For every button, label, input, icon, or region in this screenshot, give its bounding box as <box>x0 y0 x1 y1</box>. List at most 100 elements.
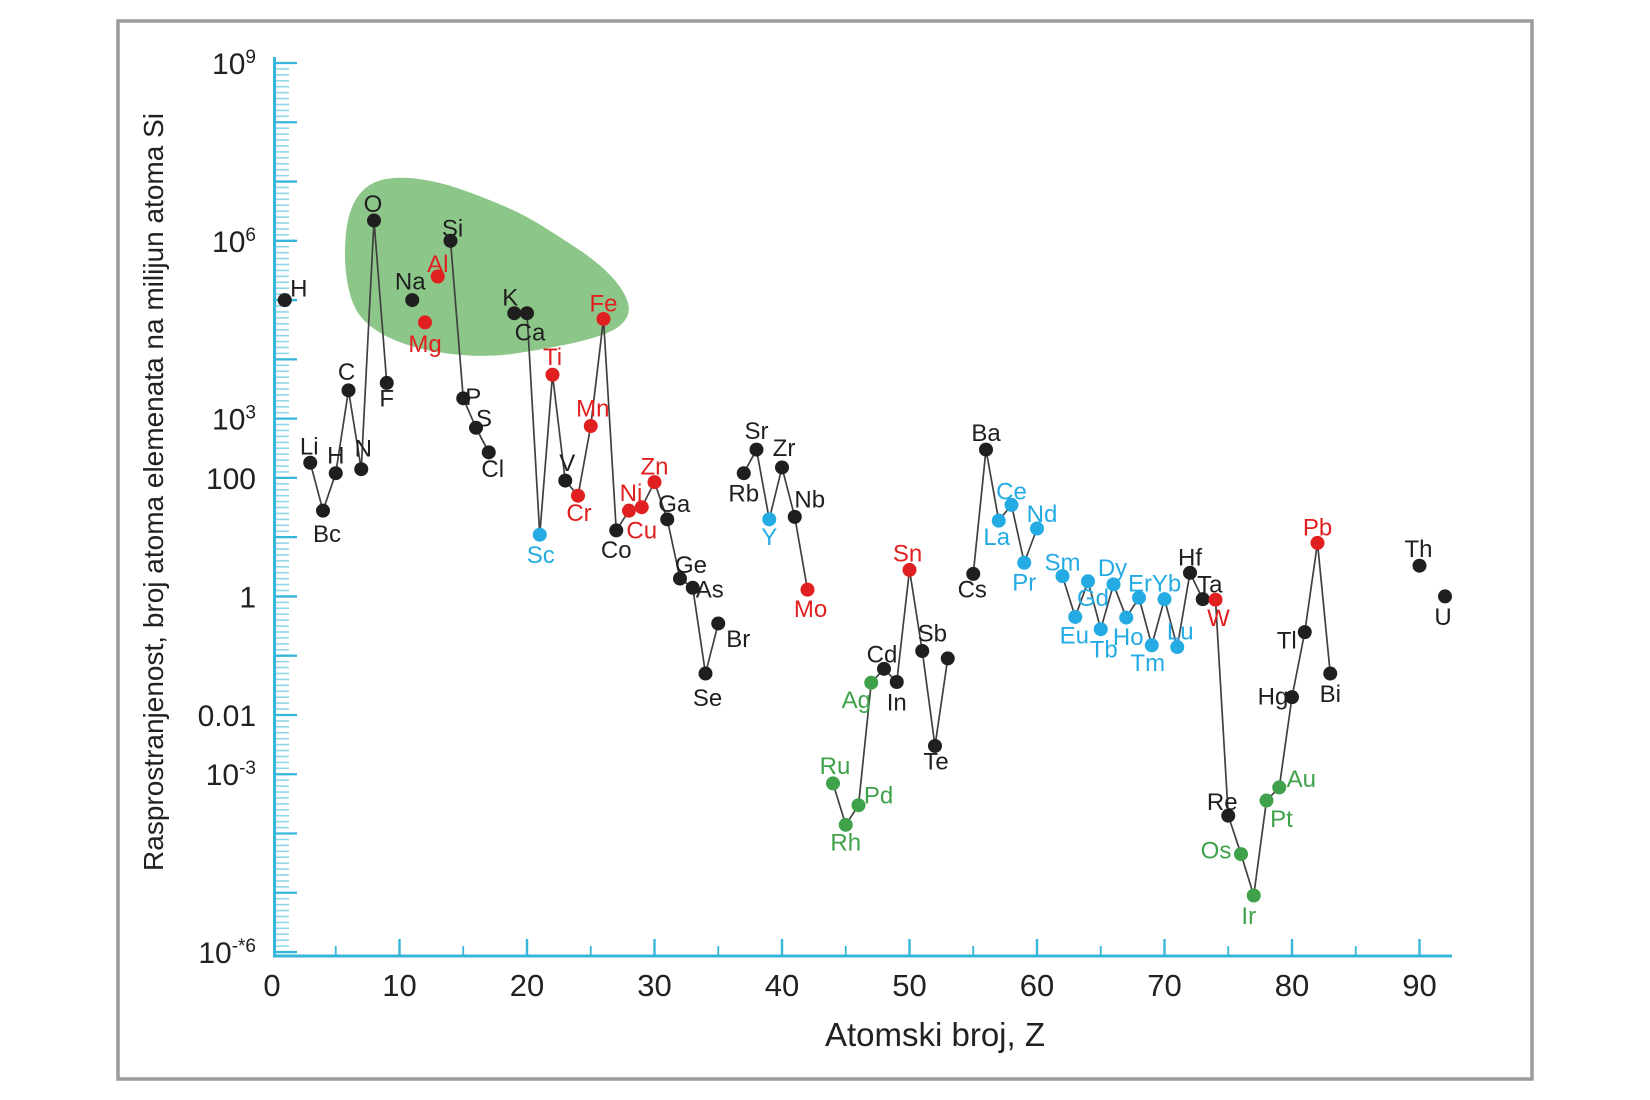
element-dot-Au <box>1272 780 1287 795</box>
element-dot-Se <box>698 666 713 681</box>
element-label-Li: Li <box>300 433 319 460</box>
x-axis-title: Atomski broj, Z <box>825 1016 1045 1053</box>
x-tick-label: 70 <box>1147 968 1181 1003</box>
element-label-Cd: Cd <box>867 641 898 668</box>
element-label-Mn: Mn <box>576 396 609 423</box>
element-dot-Ga <box>660 512 675 527</box>
element-dot-Na <box>405 293 420 308</box>
element-dot-Hf <box>1183 565 1197 580</box>
element-label-Os: Os <box>1201 838 1232 865</box>
element-label-Th: Th <box>1404 536 1432 563</box>
element-label-Rh: Rh <box>830 829 861 856</box>
element-dot-Ir <box>1246 888 1261 903</box>
element-dot-Ru <box>826 776 840 791</box>
element-dot-Ta <box>1195 592 1210 607</box>
element-dot-Pb <box>1310 535 1325 550</box>
element-label-Cl: Cl <box>481 456 504 483</box>
element-dot-Li <box>303 455 318 470</box>
element-label-Tb: Tb <box>1090 637 1118 664</box>
element-label-Hf: Hf <box>1178 544 1202 571</box>
element-dot-Ag <box>864 675 879 690</box>
element-dot-Pd <box>851 798 866 813</box>
element-label-Tm: Tm <box>1130 650 1165 677</box>
element-label-Ce: Ce <box>996 478 1027 505</box>
x-tick-label: 30 <box>637 968 671 1003</box>
element-label-U: U <box>1434 604 1451 631</box>
element-dot-Yb <box>1157 592 1172 607</box>
element-label-Mg: Mg <box>408 331 441 358</box>
element-dot-Hg <box>1285 690 1299 705</box>
element-label-Cs: Cs <box>958 576 987 603</box>
element-label-Nb: Nb <box>794 486 825 513</box>
y-tick-label: 1 <box>239 581 256 614</box>
element-label-Eu: Eu <box>1060 622 1089 649</box>
element-label-As: As <box>696 576 724 603</box>
element-dot-Ca <box>520 306 534 321</box>
element-label-N: N <box>355 436 372 463</box>
element-label-Br: Br <box>726 626 750 653</box>
element-dot-W <box>1208 592 1223 607</box>
element-dot-Tb <box>1093 622 1108 637</box>
element-label-Zn: Zn <box>640 454 668 481</box>
element-dot-H <box>277 293 292 308</box>
element-label-Ag: Ag <box>842 687 871 714</box>
element-dot-Os <box>1234 847 1248 862</box>
element-label-Pt: Pt <box>1270 806 1293 833</box>
element-dot-Th <box>1412 558 1427 573</box>
element-label-V: V <box>559 450 575 477</box>
axis-lines-group <box>273 57 1452 958</box>
element-dot-z53 <box>940 651 955 666</box>
element-dot-Gd <box>1081 574 1095 589</box>
element-dot-Rh <box>838 817 853 832</box>
y-tick-label: 0.01 <box>198 700 256 733</box>
element-label-Nd: Nd <box>1027 501 1058 528</box>
element-dot-P <box>456 391 471 406</box>
element-dot-Sc <box>532 527 547 542</box>
element-label-Ir: Ir <box>1241 903 1256 930</box>
element-dot-Al <box>430 269 445 284</box>
element-dot-K <box>507 306 522 321</box>
element-dot-Rb <box>736 466 751 481</box>
y-tick-labels-group: 109 106 103 100 1 0.01 10-3 10-*6 <box>198 47 256 970</box>
x-tick-label: 50 <box>892 968 926 1003</box>
element-label-Se: Se <box>693 685 722 712</box>
element-dot-F <box>379 375 394 390</box>
element-dot-Sn <box>902 562 917 577</box>
element-dot-Y <box>762 512 777 527</box>
element-dot-Cl <box>481 445 496 460</box>
element-label-S: S <box>476 405 492 432</box>
element-label-Rb: Rb <box>728 481 759 508</box>
element-dot-Zn <box>647 475 662 490</box>
element-dot-Er <box>1132 590 1146 605</box>
element-label-H: H <box>290 276 307 303</box>
element-label-Ba: Ba <box>971 420 1001 447</box>
element-label-Bi: Bi <box>1320 681 1341 708</box>
element-dot-Mg <box>418 315 432 330</box>
element-label-Lu: Lu <box>1167 619 1194 646</box>
x-tick-label: 20 <box>510 968 544 1003</box>
y-tick-label: 100 <box>206 463 256 496</box>
element-label-Mo: Mo <box>794 596 827 623</box>
element-label-W: W <box>1207 605 1230 632</box>
element-label-Re: Re <box>1207 789 1238 816</box>
element-dot-Pr <box>1017 555 1032 570</box>
element-label-Er: Er <box>1128 570 1152 597</box>
element-label-Ta: Ta <box>1197 572 1223 599</box>
y-axis-title: Rasprostranjenost, broj atoma elemenata … <box>138 113 169 871</box>
element-label-F: F <box>379 385 394 412</box>
x-tick-labels-group: 0 10 20 30 40 50 60 70 80 90 <box>263 968 1436 1003</box>
element-dot-Br <box>711 616 726 631</box>
element-label-Ho: Ho <box>1113 624 1144 651</box>
element-dot-C <box>341 383 356 398</box>
element-dot-Re <box>1221 808 1236 823</box>
element-dot-Te <box>928 738 942 753</box>
element-label-Sm: Sm <box>1045 550 1081 577</box>
x-tick-label: 40 <box>765 968 799 1003</box>
element-dot-Cr <box>571 488 585 503</box>
element-dot-Co <box>609 523 624 538</box>
y-tick-label: 103 <box>212 403 256 437</box>
element-dot-Cd <box>877 661 891 676</box>
element-label-Sb: Sb <box>918 621 947 648</box>
data-points-group <box>277 213 1452 903</box>
